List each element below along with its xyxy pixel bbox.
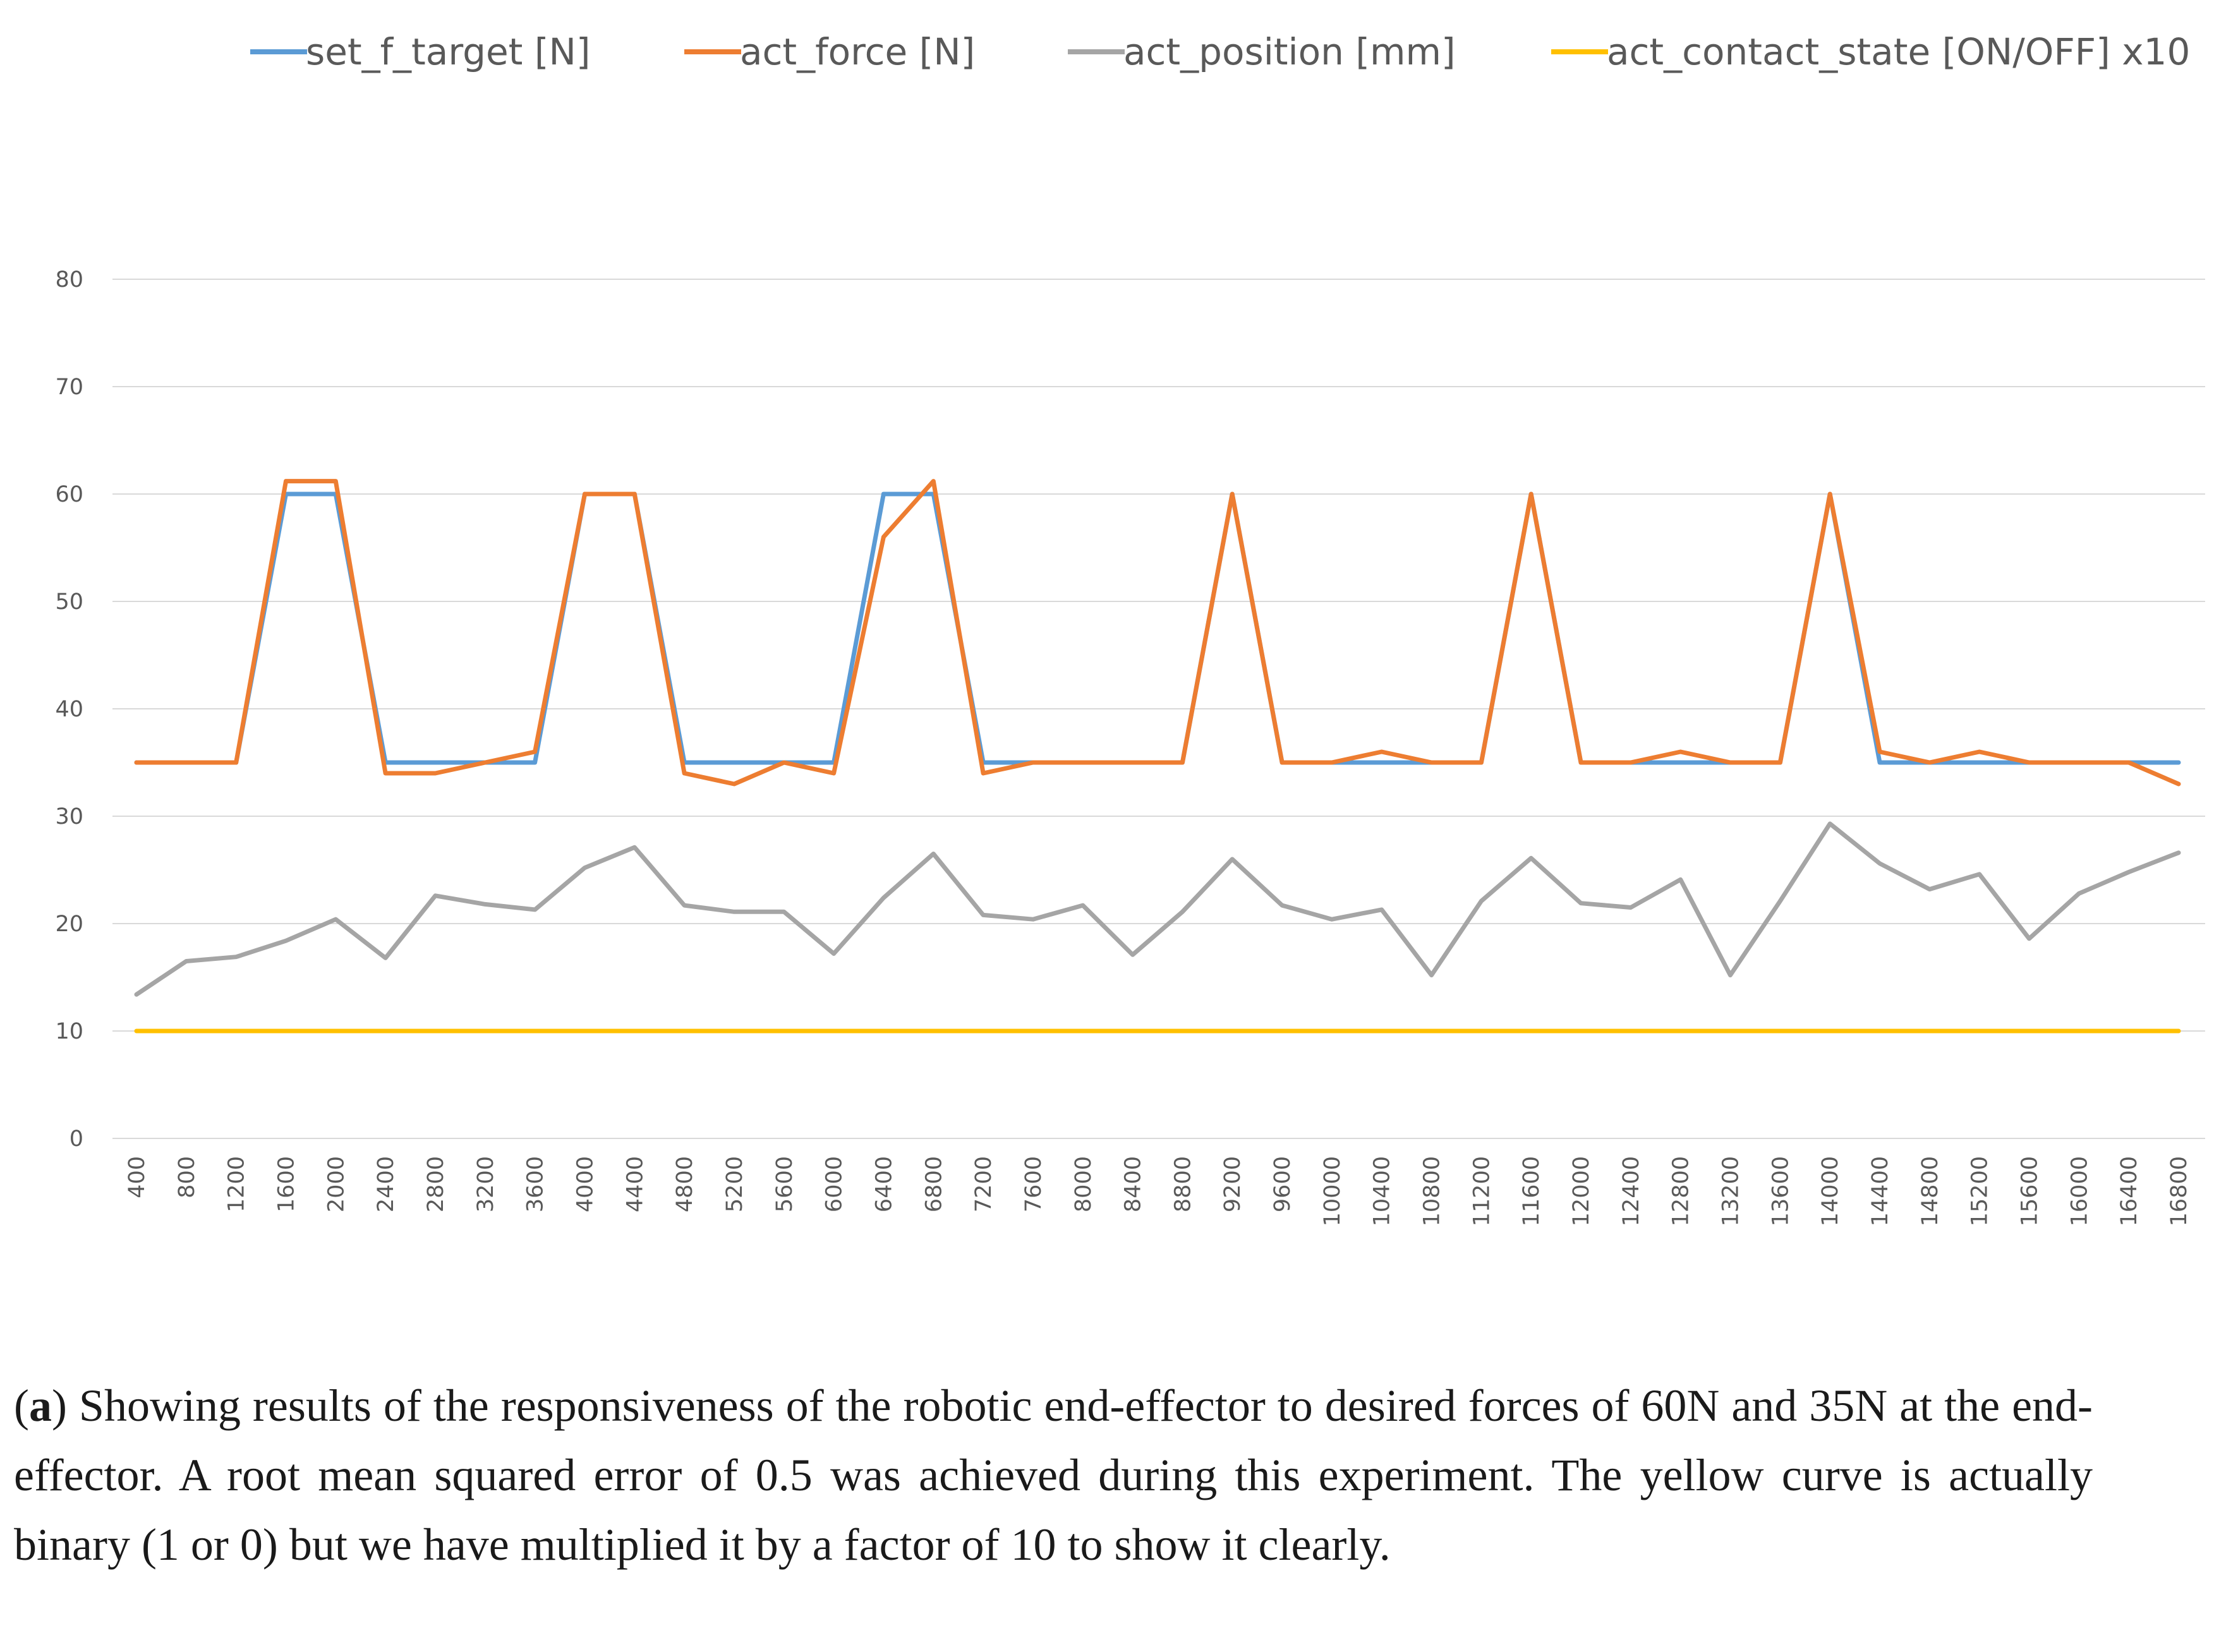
- y-tick-label: 30: [55, 804, 83, 829]
- y-axis-ticks: 0 10 20 30 40 50 60 70 80: [55, 267, 83, 1152]
- x-tick-label: 6400: [871, 1156, 897, 1212]
- x-tick-label: 3200: [473, 1156, 499, 1212]
- series-line-2: [134, 821, 2181, 997]
- x-tick-label: 2400: [373, 1156, 399, 1212]
- x-tick-label: 16800: [2167, 1156, 2192, 1226]
- x-tick-label: 400: [124, 1156, 150, 1198]
- y-tick-label: 20: [55, 912, 83, 937]
- gridlines: [112, 279, 2205, 1139]
- x-tick-label: 4400: [622, 1156, 648, 1212]
- x-tick-label: 7200: [971, 1156, 996, 1212]
- x-tick-label: 14400: [1868, 1156, 1893, 1226]
- y-tick-label: 80: [55, 267, 83, 292]
- series-line-1: [134, 479, 2181, 787]
- x-tick-label: 13600: [1768, 1156, 1793, 1226]
- x-tick-label: 14000: [1818, 1156, 1843, 1226]
- x-tick-label: 16400: [2117, 1156, 2142, 1226]
- caption-label: a: [28, 1380, 52, 1431]
- x-tick-label: 6800: [921, 1156, 947, 1212]
- caption-close-paren: ): [51, 1380, 67, 1431]
- x-tick-label: 9600: [1270, 1156, 1295, 1212]
- x-tick-label: 1600: [274, 1156, 299, 1212]
- x-axis-ticks: 400 800 1200 1600 2000 2400 2800 3200 3600 4000 44…: [124, 1156, 2192, 1226]
- y-tick-label: 70: [55, 375, 83, 400]
- x-tick-label: 13200: [1719, 1156, 1744, 1226]
- x-tick-label: 10000: [1320, 1156, 1345, 1226]
- x-tick-label: 8800: [1170, 1156, 1195, 1212]
- x-tick-label: 8400: [1121, 1156, 1146, 1212]
- x-tick-label: 3600: [523, 1156, 548, 1212]
- x-tick-label: 15200: [1968, 1156, 1993, 1226]
- x-tick-label: 8000: [1071, 1156, 1096, 1212]
- x-tick-label: 4800: [672, 1156, 698, 1212]
- x-tick-label: 1200: [224, 1156, 250, 1212]
- x-tick-label: 9200: [1220, 1156, 1245, 1212]
- x-tick-label: 12800: [1669, 1156, 1694, 1226]
- x-tick-label: 10400: [1370, 1156, 1395, 1226]
- line-chart: 0 10 20 30 40 50 60 70 80 400 800 1200 1600 2000 2400…: [55, 30, 2205, 1226]
- caption-text: Showing results of the responsiveness of…: [14, 1380, 2093, 1570]
- series-lines: [134, 479, 2181, 1034]
- x-tick-label: 12400: [1619, 1156, 1644, 1226]
- x-tick-label: 16000: [2067, 1156, 2092, 1226]
- x-tick-label: 14800: [1918, 1156, 1943, 1226]
- legend: set_f_target [N] act_force [N] act_positio…: [250, 30, 2190, 73]
- x-tick-label: 2000: [324, 1156, 349, 1212]
- x-tick-label: 800: [174, 1156, 200, 1198]
- figure-caption: (a) Showing results of the responsivenes…: [14, 1371, 2093, 1579]
- y-tick-label: 50: [55, 589, 83, 615]
- x-tick-label: 11600: [1519, 1156, 1544, 1226]
- x-tick-label: 11200: [1469, 1156, 1494, 1226]
- legend-label: set_f_target [N]: [306, 30, 591, 73]
- x-tick-label: 15600: [2017, 1156, 2043, 1226]
- legend-label: act_position [mm]: [1123, 30, 1456, 73]
- y-tick-label: 10: [55, 1019, 83, 1044]
- y-tick-label: 60: [55, 482, 83, 507]
- x-tick-label: 7600: [1021, 1156, 1046, 1212]
- y-tick-label: 0: [70, 1126, 83, 1152]
- x-tick-label: 5200: [722, 1156, 747, 1212]
- x-tick-label: 6000: [822, 1156, 847, 1212]
- legend-label: act_contact_state [ON/OFF] x10: [1607, 30, 2190, 73]
- y-tick-label: 40: [55, 697, 83, 722]
- legend-label: act_force [N]: [740, 30, 975, 73]
- x-tick-label: 4000: [572, 1156, 598, 1212]
- caption-open-paren: (: [14, 1380, 29, 1431]
- x-tick-label: 12000: [1569, 1156, 1594, 1226]
- x-tick-label: 10800: [1420, 1156, 1445, 1226]
- x-tick-label: 5600: [772, 1156, 797, 1212]
- x-tick-label: 2800: [423, 1156, 449, 1212]
